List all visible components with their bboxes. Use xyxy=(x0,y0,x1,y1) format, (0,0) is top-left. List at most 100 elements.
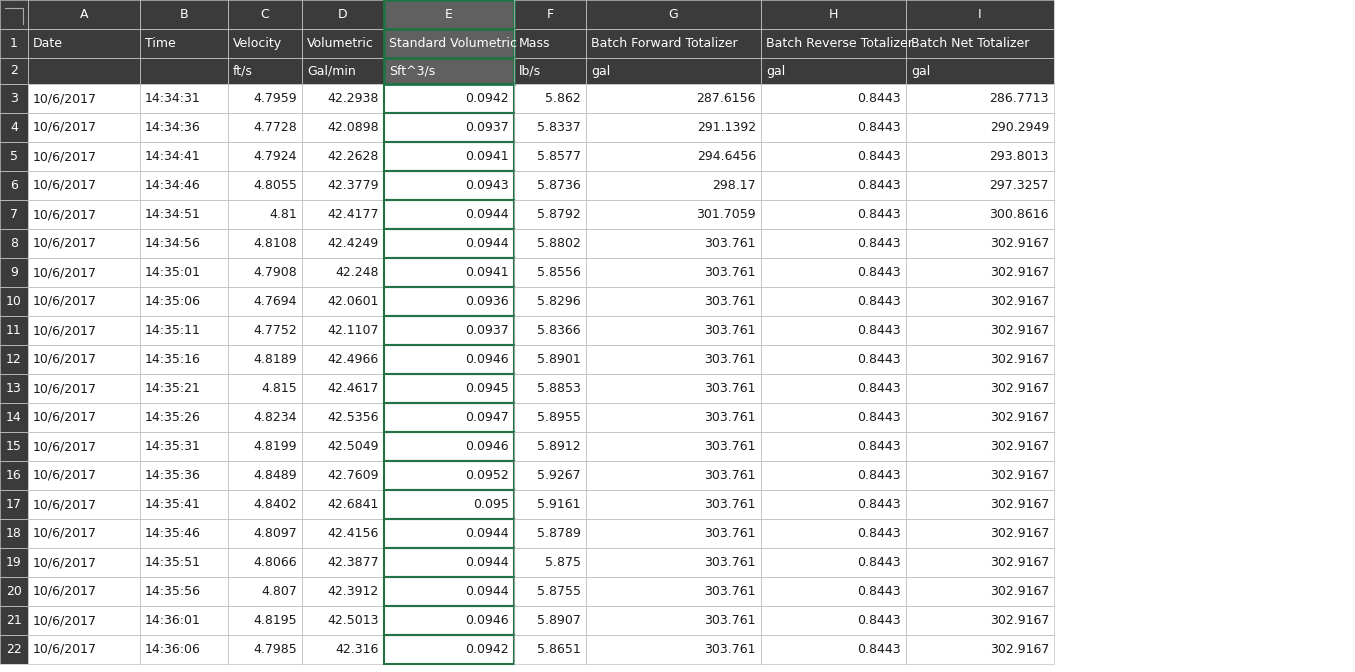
Bar xyxy=(28,142,140,171)
Bar xyxy=(302,519,383,548)
Bar xyxy=(140,0,228,29)
Text: 14:35:06: 14:35:06 xyxy=(145,295,201,308)
Text: 302.9167: 302.9167 xyxy=(989,556,1049,569)
Bar xyxy=(28,519,140,548)
Bar xyxy=(302,635,383,664)
Text: 42.316: 42.316 xyxy=(336,643,379,656)
Bar xyxy=(0,519,28,548)
Bar xyxy=(302,200,383,229)
Bar xyxy=(585,113,762,142)
Text: 5.8577: 5.8577 xyxy=(537,150,581,163)
Text: lb/s: lb/s xyxy=(519,65,541,77)
Bar xyxy=(383,142,514,171)
Text: 0.0944: 0.0944 xyxy=(465,556,509,569)
Text: 19: 19 xyxy=(7,556,22,569)
Bar xyxy=(383,200,514,229)
Text: ft/s: ft/s xyxy=(233,65,253,77)
Bar xyxy=(228,0,302,29)
Bar xyxy=(762,29,906,58)
Bar xyxy=(302,58,383,84)
Text: 4.8066: 4.8066 xyxy=(253,556,297,569)
Bar xyxy=(140,287,228,316)
Text: 4.8489: 4.8489 xyxy=(253,469,297,482)
Bar xyxy=(302,374,383,403)
Bar xyxy=(140,606,228,635)
Bar xyxy=(383,229,514,258)
Bar xyxy=(140,548,228,577)
Bar xyxy=(906,113,1054,142)
Bar xyxy=(28,461,140,490)
Text: 42.2938: 42.2938 xyxy=(328,92,379,105)
Bar xyxy=(906,258,1054,287)
Bar xyxy=(383,374,514,403)
Text: 293.8013: 293.8013 xyxy=(989,150,1049,163)
Bar xyxy=(585,635,762,664)
Bar xyxy=(140,142,228,171)
Bar xyxy=(28,635,140,664)
Bar xyxy=(228,258,302,287)
Bar xyxy=(0,316,28,345)
Bar xyxy=(906,374,1054,403)
Bar xyxy=(140,345,228,374)
Text: 10/6/2017: 10/6/2017 xyxy=(33,440,98,453)
Text: I: I xyxy=(978,8,982,21)
Bar xyxy=(0,490,28,519)
Text: 0.0937: 0.0937 xyxy=(465,324,509,337)
Bar xyxy=(302,29,383,58)
Bar xyxy=(906,58,1054,84)
Bar xyxy=(514,171,585,200)
Bar xyxy=(140,606,228,635)
Bar xyxy=(228,258,302,287)
Bar xyxy=(514,577,585,606)
Bar xyxy=(0,29,28,58)
Text: 14:35:21: 14:35:21 xyxy=(145,382,201,395)
Bar xyxy=(585,58,762,84)
Bar xyxy=(383,461,514,490)
Text: 303.761: 303.761 xyxy=(705,411,756,424)
Bar xyxy=(0,84,28,113)
Text: 42.0601: 42.0601 xyxy=(328,295,379,308)
Bar xyxy=(906,142,1054,171)
Bar xyxy=(140,171,228,200)
Bar xyxy=(0,490,28,519)
Text: 0.8443: 0.8443 xyxy=(858,179,901,192)
Text: 20: 20 xyxy=(5,585,22,598)
Text: 42.6841: 42.6841 xyxy=(328,498,379,511)
Bar xyxy=(0,287,28,316)
Bar xyxy=(383,0,514,29)
Bar xyxy=(906,258,1054,287)
Bar xyxy=(302,374,383,403)
Text: 14:35:26: 14:35:26 xyxy=(145,411,201,424)
Bar xyxy=(302,432,383,461)
Bar xyxy=(585,0,762,29)
Text: 14:34:51: 14:34:51 xyxy=(145,208,201,221)
Bar xyxy=(383,316,514,345)
Bar xyxy=(140,403,228,432)
Text: 13: 13 xyxy=(7,382,22,395)
Bar xyxy=(383,577,514,606)
Text: 0.0944: 0.0944 xyxy=(465,527,509,540)
Bar xyxy=(514,606,585,635)
Bar xyxy=(762,113,906,142)
Bar xyxy=(302,84,383,113)
Bar xyxy=(302,490,383,519)
Text: 4.7694: 4.7694 xyxy=(253,295,297,308)
Text: 0.0942: 0.0942 xyxy=(465,643,509,656)
Bar xyxy=(28,403,140,432)
Text: 4.8402: 4.8402 xyxy=(253,498,297,511)
Bar xyxy=(383,490,514,519)
Bar xyxy=(228,577,302,606)
Bar xyxy=(383,490,514,519)
Bar xyxy=(906,490,1054,519)
Bar xyxy=(762,113,906,142)
Bar xyxy=(762,0,906,29)
Text: 5.8907: 5.8907 xyxy=(537,614,581,627)
Text: 14:35:11: 14:35:11 xyxy=(145,324,201,337)
Bar xyxy=(140,29,228,58)
Bar xyxy=(383,461,514,490)
Bar xyxy=(228,432,302,461)
Bar xyxy=(228,374,302,403)
Bar xyxy=(514,606,585,635)
Text: 5.8802: 5.8802 xyxy=(537,237,581,250)
Bar xyxy=(906,0,1054,29)
